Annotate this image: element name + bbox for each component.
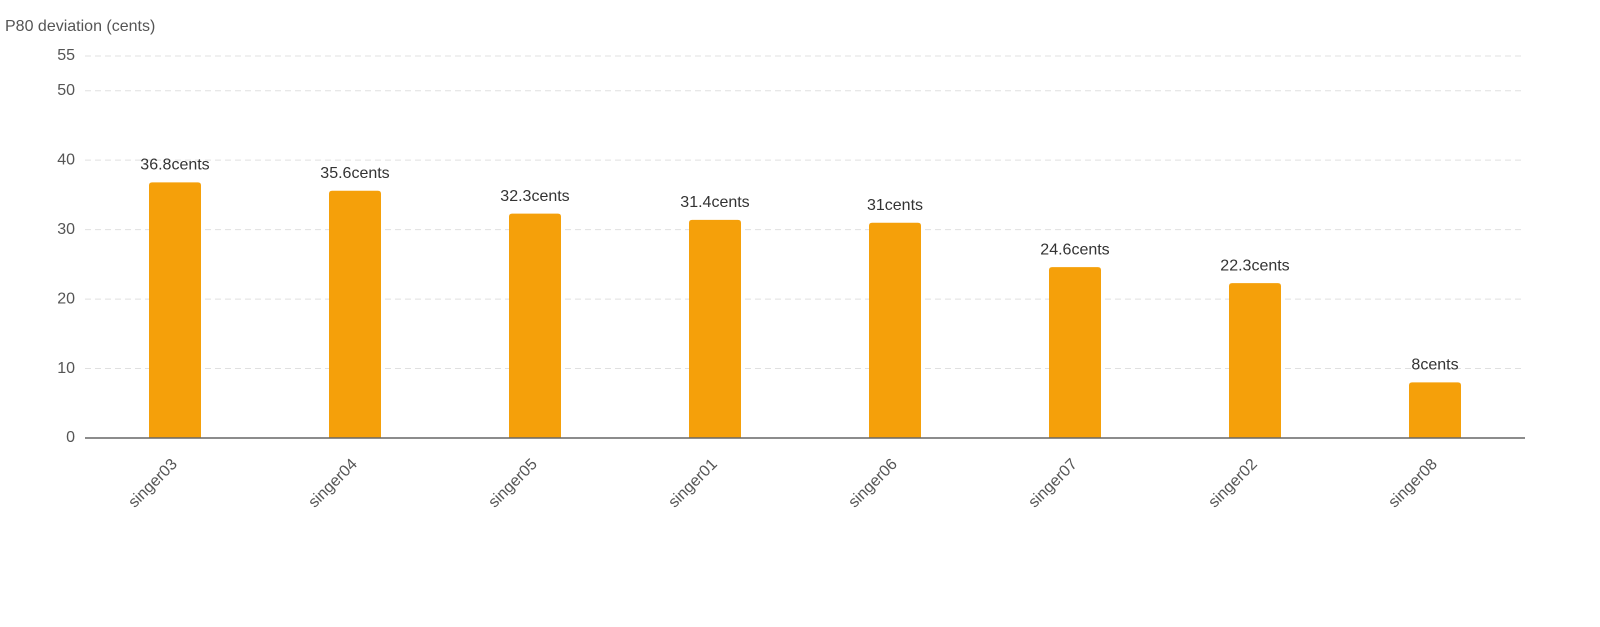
bar [1049, 267, 1101, 438]
value-label: 31cents [867, 197, 923, 214]
y-tick-label: 40 [57, 151, 75, 168]
x-tick-label: singer01 [665, 456, 721, 512]
y-tick-label: 20 [57, 290, 75, 307]
x-tick-label: singer05 [485, 456, 541, 512]
bar [869, 222, 921, 438]
value-label: 31.4cents [680, 194, 749, 211]
bar [689, 219, 741, 438]
value-label: 8cents [1411, 357, 1458, 374]
x-tick-label: singer02 [1205, 456, 1261, 512]
y-tick-label: 10 [57, 360, 75, 377]
y-axis-label: P80 deviation (cents) [5, 18, 155, 35]
value-label: 36.8cents [140, 157, 209, 174]
x-tick-label: singer03 [125, 456, 181, 512]
value-label: 24.6cents [1040, 241, 1109, 258]
bar [149, 182, 201, 438]
y-tick-label: 55 [57, 47, 75, 64]
value-label: 32.3cents [500, 188, 569, 205]
value-label: 22.3cents [1220, 257, 1289, 274]
x-tick-label: singer07 [1025, 456, 1081, 512]
x-tick-label: singer08 [1385, 456, 1441, 512]
value-label: 35.6cents [320, 165, 389, 182]
bar [329, 190, 381, 438]
y-tick-label: 30 [57, 221, 75, 238]
y-tick-label: 0 [66, 429, 75, 446]
y-tick-label: 50 [57, 82, 75, 99]
bar [1229, 283, 1281, 438]
x-tick-label: singer06 [845, 456, 901, 512]
bar [509, 213, 561, 438]
x-tick-label: singer04 [305, 456, 361, 512]
bar [1409, 382, 1461, 438]
